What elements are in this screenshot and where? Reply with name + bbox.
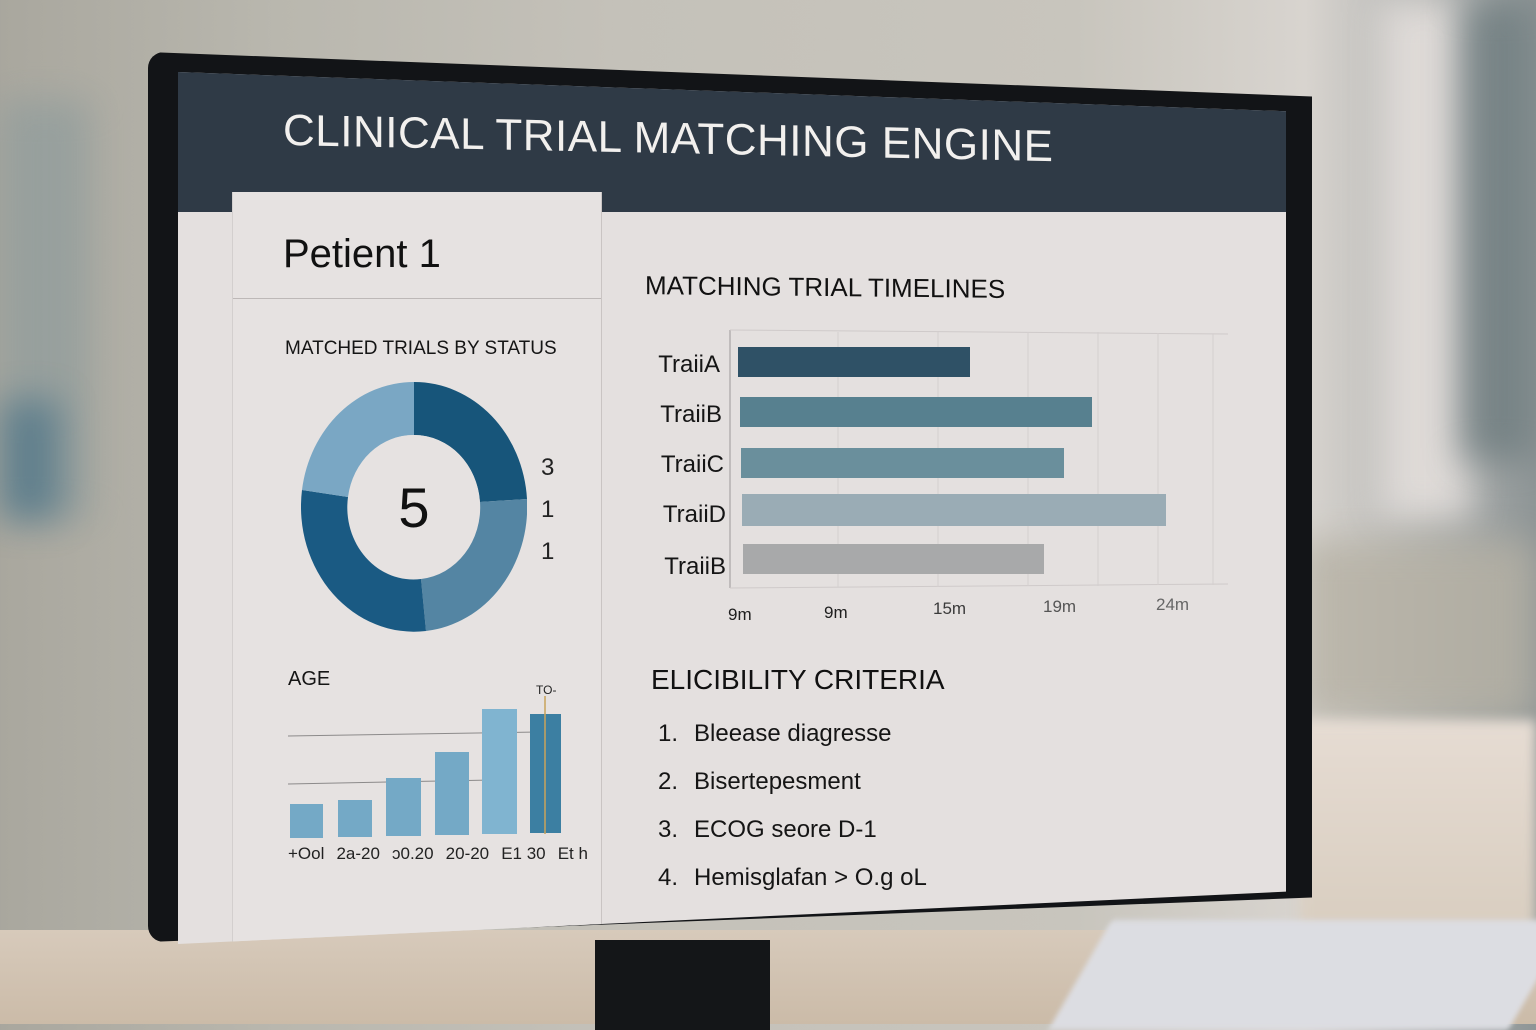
item-number: 2. bbox=[658, 768, 679, 795]
donut-legend: 3 1 1 bbox=[541, 454, 554, 566]
timeline-bar-trial-a[interactable] bbox=[738, 347, 970, 377]
trial-label: TraiiB bbox=[664, 553, 726, 580]
donut-svg bbox=[300, 381, 528, 632]
x-tick: 19m bbox=[1043, 597, 1076, 616]
status-chart-title: MATCHED TRIALS BY STATUS bbox=[285, 338, 557, 359]
age-bar[interactable] bbox=[338, 800, 372, 837]
donut-segment-1[interactable] bbox=[414, 381, 527, 502]
patient-name: Petient 1 bbox=[283, 232, 441, 276]
app-title: CLINICAL TRIAL MATCHING ENGINE bbox=[283, 105, 1054, 172]
legend-value: 1 bbox=[541, 538, 555, 565]
item-text: Bisertepesment bbox=[694, 768, 861, 795]
screen: CLINICAL TRIAL MATCHING ENGINE Petient 1… bbox=[178, 72, 1286, 944]
timeline-chart-svg: TraiiA TraiiB TraiiC TraiiD TraiiB 9m 9m… bbox=[658, 329, 1229, 624]
background-desk-far bbox=[1300, 720, 1536, 940]
item-number: 3. bbox=[658, 816, 679, 843]
papers-on-desk bbox=[1048, 920, 1536, 1030]
item-number: 4. bbox=[658, 864, 679, 891]
background-window-right bbox=[1460, 0, 1536, 460]
trial-label: TraiiB bbox=[660, 401, 722, 428]
divider bbox=[233, 298, 601, 299]
donut-segment-2[interactable] bbox=[421, 499, 528, 631]
trial-label: TraiiD bbox=[663, 501, 726, 528]
age-label: ɔ0.20 bbox=[392, 844, 434, 863]
eligibility-list: 1. Bleease diagresse 2. Bisertepesment 3… bbox=[658, 720, 927, 912]
item-number: 1. bbox=[658, 720, 679, 747]
timeline-bar-trial-c[interactable] bbox=[741, 448, 1064, 478]
background-blue-panel bbox=[0, 400, 60, 520]
eligibility-title: ELICIBILITY CRITERIA bbox=[651, 664, 945, 695]
age-bar[interactable] bbox=[386, 778, 421, 836]
timeline-bar-chart[interactable]: TraiiA TraiiB TraiiC TraiiD TraiiB 9m 9m… bbox=[638, 322, 1238, 632]
status-donut-chart[interactable]: 5 bbox=[300, 381, 531, 632]
timeline-bar-trial-b2[interactable] bbox=[743, 544, 1044, 574]
timeline-bar-trial-b[interactable] bbox=[740, 397, 1092, 427]
trial-label: TraiiA bbox=[658, 351, 720, 378]
donut-segment-4[interactable] bbox=[302, 382, 414, 497]
monitor-stand bbox=[595, 940, 770, 1030]
eligibility-item: 2. Bisertepesment bbox=[658, 768, 927, 816]
age-bar-chart[interactable]: TO- bbox=[287, 682, 578, 872]
background-pillar bbox=[1380, 0, 1470, 520]
item-text: ECOG seore D-1 bbox=[694, 816, 877, 843]
x-tick: 15m bbox=[933, 599, 966, 618]
age-label: 2a-20 bbox=[336, 844, 380, 863]
donut-segment-3[interactable] bbox=[300, 490, 426, 632]
age-chart-svg: TO- bbox=[287, 683, 561, 838]
item-text: Hemisglafan > O.g oL bbox=[694, 864, 927, 891]
eligibility-item: 3. ECOG seore D-1 bbox=[658, 816, 927, 864]
eligibility-item: 4. Hemisglafan > O.g oL bbox=[658, 864, 927, 912]
eligibility-item: 1. Bleease diagresse bbox=[658, 720, 927, 768]
age-label: +Ool bbox=[288, 844, 325, 863]
legend-value: 1 bbox=[541, 496, 555, 523]
age-label: 20-20 bbox=[445, 844, 490, 863]
age-bar[interactable] bbox=[482, 709, 517, 834]
legend-value: 3 bbox=[541, 454, 555, 481]
trial-label: TraiiC bbox=[661, 451, 724, 478]
timeline-bar-trial-d[interactable] bbox=[742, 494, 1166, 526]
background-shelf bbox=[1300, 540, 1536, 720]
age-bar[interactable] bbox=[290, 804, 323, 838]
item-text: Bleease diagresse bbox=[694, 720, 892, 747]
age-axis-labels: +Ool 2a-20 ɔ0.20 20-20 E1 30 Et h bbox=[288, 844, 588, 864]
x-tick: 24m bbox=[1156, 595, 1189, 614]
timeline-chart-title: MATCHING TRIAL TIMELINES bbox=[645, 270, 1006, 304]
age-marker-label: TO- bbox=[536, 683, 556, 697]
age-chart-title: AGE bbox=[288, 668, 331, 690]
patient-panel: Petient 1 MATCHED TRIALS BY STATUS 5 3 1… bbox=[232, 192, 602, 944]
age-bar[interactable] bbox=[435, 752, 469, 835]
x-tick: 9m bbox=[728, 605, 752, 624]
age-label: E1 30 bbox=[501, 844, 546, 863]
age-label: Et h bbox=[557, 844, 588, 863]
donut-total: 5 bbox=[398, 475, 430, 539]
x-tick: 9m bbox=[824, 603, 848, 622]
